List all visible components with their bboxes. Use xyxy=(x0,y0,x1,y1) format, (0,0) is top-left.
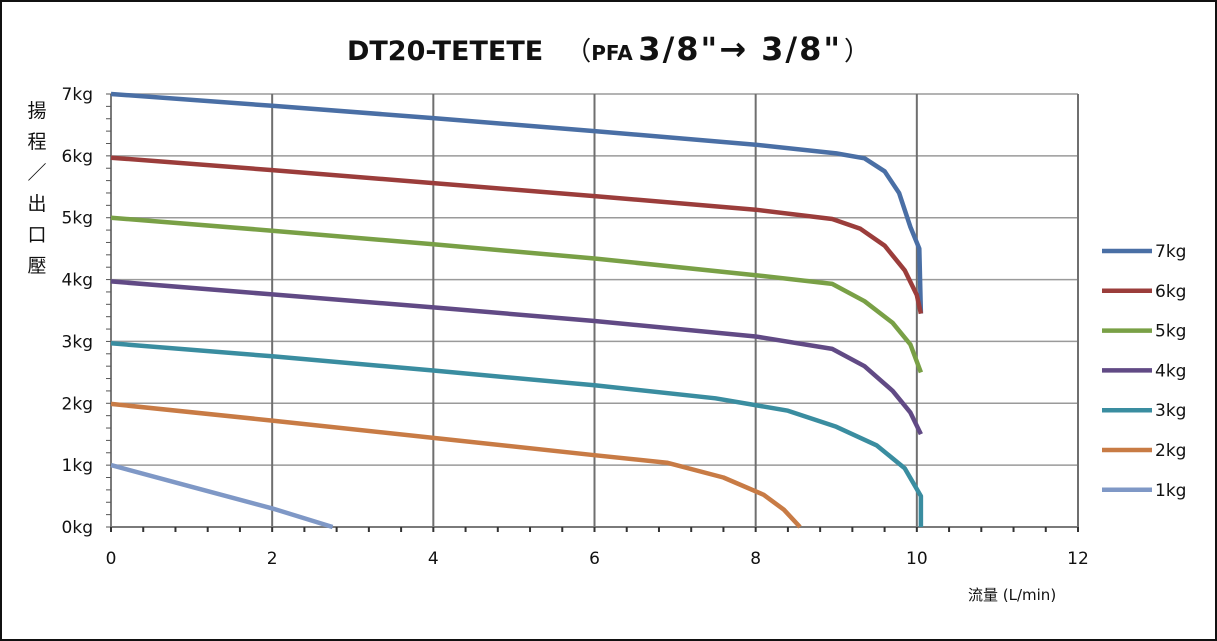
legend-label-5kg: 5kg xyxy=(1155,322,1186,342)
y-axis-label-char: 出 xyxy=(27,193,47,215)
legend-label-6kg: 6kg xyxy=(1155,282,1186,302)
legend-label-2kg: 2kg xyxy=(1155,441,1186,461)
y-axis-label-char: 口 xyxy=(27,224,47,246)
legend-label-4kg: 4kg xyxy=(1155,361,1186,381)
series-line-4kg xyxy=(110,279,923,436)
y-tick-label: 7kg xyxy=(62,85,93,105)
x-tick-label: 0 xyxy=(106,549,117,569)
series-lines xyxy=(110,91,924,530)
axes: 0kg 1kg 2kg 3kg 4kg 5kg 6kg 7kg 0 2 4 6 8 10 12 xyxy=(62,85,1089,569)
chart-title-main: DT20-TETETE xyxy=(346,36,544,67)
y-tick-label: 5kg xyxy=(62,209,93,229)
y-tick-label: 4kg xyxy=(62,271,93,291)
series-line-5kg xyxy=(110,215,924,374)
y-tick-label: 3kg xyxy=(62,332,93,352)
legend: 7kg 6kg 5kg 4kg 3kg 2kg 1kg xyxy=(1102,242,1186,501)
legend-label-1kg: 1kg xyxy=(1155,481,1186,501)
chart-title-material: PFA xyxy=(591,41,633,65)
y-axis-label-char: 壓 xyxy=(27,255,47,277)
y-axis-label-char: 揚 xyxy=(27,100,47,122)
chart-title-open-paren: （ xyxy=(565,37,592,67)
series-line-6kg xyxy=(110,155,924,315)
x-tick-label: 8 xyxy=(750,549,761,569)
x-tick-label: 6 xyxy=(589,549,600,569)
y-axis-label-char: 程 xyxy=(27,131,47,153)
legend-label-7kg: 7kg xyxy=(1155,242,1186,262)
y-tick-label: 6kg xyxy=(62,147,93,167)
x-axis-label: 流量 (L/min) xyxy=(968,586,1057,604)
x-tick-label: 10 xyxy=(906,549,928,569)
series-line-2kg xyxy=(110,401,802,529)
chart-title-size: 3/8"→ 3/8" xyxy=(638,30,843,68)
x-tick-label: 4 xyxy=(428,549,439,569)
x-tick-label: 2 xyxy=(267,549,278,569)
y-tick-label: 1kg xyxy=(62,456,93,476)
chart-title: DT20-TETETE （PFA 3/8"→ 3/8"） xyxy=(0,30,1217,68)
y-axis-label-char: ／ xyxy=(27,162,47,184)
y-tick-label: 2kg xyxy=(62,394,93,414)
series-line-1kg xyxy=(110,462,334,530)
y-axis-label: 揚 程 ／ 出 口 壓 xyxy=(24,96,50,282)
legend-label-3kg: 3kg xyxy=(1155,401,1186,421)
chart-title-close-paren: ） xyxy=(844,37,871,67)
grid xyxy=(111,93,1079,527)
y-tick-label: 0kg xyxy=(62,518,93,538)
series-line-7kg xyxy=(110,91,924,314)
x-tick-label: 12 xyxy=(1067,549,1089,569)
series-line-3kg xyxy=(110,341,924,527)
